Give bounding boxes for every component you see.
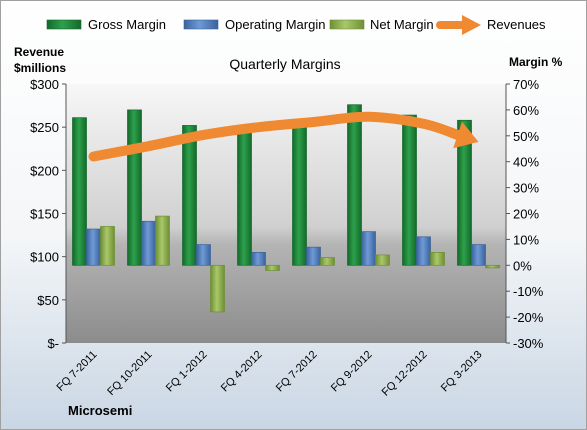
gross-margin-bar: [72, 117, 87, 266]
right-tick-label: 50%: [513, 129, 539, 144]
right-axis: 70% 60% 50% 40% 30% 20% 10% 0% -10% -20% -30%: [505, 77, 544, 351]
legend-gross-margin: Gross Margin: [88, 17, 166, 32]
operating-margin-bar: [306, 246, 321, 266]
operating-margin-bar: [251, 252, 266, 266]
right-tick-label: 20%: [513, 207, 539, 222]
company-label: Microsemi: [68, 403, 132, 418]
operating-margin-bar: [471, 244, 486, 266]
operating-margin-bar: [361, 231, 376, 266]
bar-series: [72, 104, 500, 313]
right-tick-label: -30%: [513, 336, 544, 351]
legend-net-margin: Net Margin: [370, 17, 434, 32]
revenue-series: [88, 111, 479, 162]
net-margin-bar: [100, 226, 115, 266]
gross-margin-bar: [347, 104, 362, 266]
left-axis: $300 $250 $200 $150 $100 $50 $-: [30, 77, 67, 351]
right-tick-label: 70%: [513, 77, 539, 92]
left-tick-label: $100: [30, 250, 59, 265]
right-tick-label: 60%: [513, 103, 539, 118]
legend-revenues-arrowhead: [462, 15, 481, 35]
operating-margin-bar: [141, 220, 156, 266]
operating-margin-bar: [416, 236, 431, 266]
legend-swatch-net-margin: [329, 19, 365, 30]
right-tick-label: 10%: [513, 232, 539, 247]
revenues-arrowhead: [453, 121, 479, 149]
right-tick-label: -10%: [513, 284, 544, 299]
operating-margin-bar: [86, 228, 101, 266]
legend-swatch-operating-margin: [183, 19, 219, 30]
left-axis-label-line2: $millions: [14, 61, 66, 75]
net-margin-bar: [210, 264, 225, 313]
left-tick-label: $250: [30, 120, 59, 135]
right-axis-label: Margin %: [509, 55, 563, 69]
left-tick-label: $300: [30, 77, 59, 92]
left-tick-label: $200: [30, 163, 59, 178]
net-margin-bar: [265, 264, 280, 271]
right-tick-label: 0%: [513, 258, 532, 273]
legend-revenues: Revenues: [487, 17, 546, 32]
legend-operating-margin: Operating Margin: [225, 17, 325, 32]
gross-margin-bar: [127, 109, 142, 266]
chart-title: Quarterly Margins: [229, 56, 340, 72]
gross-margin-bar: [402, 114, 417, 266]
gross-margin-bar: [237, 125, 252, 266]
net-margin-bar: [430, 252, 445, 266]
gross-margin-bar: [292, 122, 307, 266]
net-margin-bar: [155, 215, 170, 266]
operating-margin-bar: [196, 244, 211, 266]
left-tick-label: $150: [30, 207, 59, 222]
net-margin-bar: [320, 257, 335, 266]
gross-margin-bar: [182, 125, 197, 266]
right-tick-label: 40%: [513, 155, 539, 170]
net-margin-bar: [375, 254, 390, 266]
net-margin-bar: [485, 264, 500, 269]
left-axis-label-line1: Revenue: [14, 45, 64, 59]
left-tick-label: $-: [47, 336, 59, 351]
left-tick-label: $50: [37, 293, 59, 308]
revenues-line: [88, 111, 463, 162]
right-tick-label: -20%: [513, 310, 544, 325]
right-tick-label: 30%: [513, 181, 539, 196]
gross-margin-bar: [457, 119, 472, 266]
legend-swatch-gross-margin: [46, 19, 82, 30]
legend: Gross Margin Operating Margin Net Margin…: [46, 15, 546, 35]
